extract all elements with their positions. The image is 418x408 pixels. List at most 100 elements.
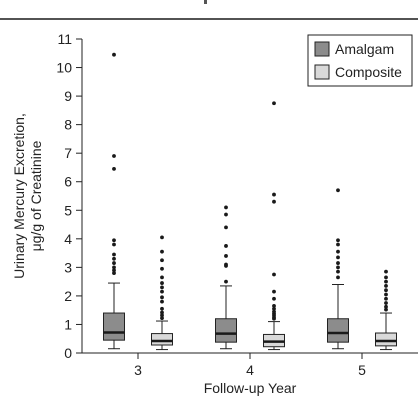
outlier-point: [224, 205, 228, 210]
outlier-point: [160, 310, 164, 315]
outlier-point: [224, 264, 228, 268]
outlier-point: [112, 261, 116, 265]
y-tick-label: 8: [64, 117, 72, 133]
y-axis-ticks: 0 1 2 3 4 5 6 7 8 9 10 11: [56, 31, 82, 361]
outlier-point: [224, 212, 228, 217]
y-tick-label: 11: [57, 31, 72, 47]
x-tick-label: 3: [134, 362, 142, 378]
y-axis-title-line-2: μg/g of Creatinine: [28, 140, 44, 251]
outlier-point: [160, 266, 164, 271]
outlier-point: [272, 192, 276, 197]
outlier-point: [336, 269, 340, 274]
x-tick-label: 5: [358, 362, 366, 378]
outlier-point: [384, 284, 388, 288]
legend-label-amalgam: Amalgam: [335, 41, 394, 57]
outlier-point: [112, 268, 116, 273]
y-tick-label: 2: [64, 288, 72, 304]
y-tick-label: 10: [56, 60, 72, 76]
outlier-point: [336, 255, 340, 260]
outlier-point: [224, 279, 228, 284]
y-tick-label: 4: [64, 231, 72, 247]
box-iqr: [215, 318, 237, 343]
outlier-point: [160, 313, 164, 318]
y-tick-label: 6: [64, 174, 72, 190]
box-iqr: [103, 312, 125, 341]
outlier-point: [384, 269, 388, 274]
top-cut-glyph: [204, 0, 207, 4]
outlier-point: [112, 256, 116, 261]
box-composite-3: [151, 235, 173, 351]
outlier-point: [336, 275, 340, 280]
outlier-point: [384, 279, 388, 284]
legend-swatch-composite: [314, 64, 330, 80]
outlier-point: [160, 258, 164, 263]
outlier-point: [112, 265, 116, 270]
outlier-point: [336, 242, 340, 247]
outlier-point: [160, 306, 164, 311]
outlier-point: [272, 289, 276, 294]
outlier-point: [112, 238, 116, 243]
outlier-point: [160, 235, 164, 240]
outlier-point: [336, 249, 340, 254]
y-tick-label: 5: [64, 202, 72, 218]
outlier-point: [160, 281, 164, 285]
y-tick-label: 3: [64, 259, 72, 275]
box-amalgam-3: [103, 52, 125, 350]
legend-swatch-amalgam: [314, 41, 330, 57]
outlier-point: [336, 238, 340, 243]
x-axis-ticks: 3 4 5: [134, 353, 366, 378]
legend: Amalgam Composite: [307, 34, 413, 87]
legend-label-composite: Composite: [335, 64, 402, 80]
outlier-point: [384, 301, 388, 305]
box-composite-4: [263, 101, 285, 351]
outlier-point: [160, 289, 164, 294]
outlier-point: [336, 261, 340, 265]
outlier-point: [224, 225, 228, 230]
outlier-point: [272, 272, 276, 277]
outlier-point: [272, 199, 276, 204]
y-axis-title: Urinary Mercury Excretion, μg/g of Creat…: [11, 113, 44, 279]
box-iqr: [151, 333, 173, 346]
outlier-point: [384, 275, 388, 280]
outlier-point: [384, 288, 388, 293]
outlier-point: [112, 52, 116, 57]
box-iqr: [327, 318, 349, 343]
y-tick-label: 0: [64, 345, 72, 361]
outlier-point: [224, 254, 228, 258]
outlier-point: [272, 316, 276, 321]
y-tick-label: 9: [64, 88, 72, 104]
outlier-point: [336, 188, 340, 193]
box-iqr: [375, 332, 397, 347]
outlier-point: [112, 252, 116, 257]
outlier-point: [384, 296, 388, 301]
outlier-point: [384, 292, 388, 297]
y-tick-label: 7: [64, 145, 72, 161]
outlier-point: [160, 285, 164, 290]
outlier-point: [160, 249, 164, 254]
outlier-point: [384, 307, 388, 312]
y-tick-label: 1: [64, 316, 72, 332]
outlier-point: [272, 101, 276, 106]
y-axis-title-line-1: Urinary Mercury Excretion,: [11, 113, 27, 279]
outlier-point: [384, 304, 388, 309]
outlier-point: [160, 316, 164, 321]
outlier-point: [336, 265, 340, 270]
outlier-point: [272, 304, 276, 308]
outlier-point: [112, 242, 116, 247]
x-axis-title: Follow-up Year: [204, 380, 297, 396]
outlier-point: [112, 271, 116, 275]
outlier-point: [112, 166, 116, 171]
box-amalgam-4: [215, 205, 237, 350]
outlier-point: [160, 299, 164, 304]
outlier-point: [272, 296, 276, 301]
outlier-point: [112, 154, 116, 158]
x-tick-label: 4: [246, 362, 254, 378]
outlier-point: [160, 295, 164, 300]
outlier-point: [224, 244, 228, 248]
box-composite-5: [375, 269, 397, 351]
box-plot-series: [103, 52, 397, 351]
outlier-point: [160, 275, 164, 280]
box-amalgam-5: [327, 188, 349, 350]
outlier-point: [272, 306, 276, 311]
